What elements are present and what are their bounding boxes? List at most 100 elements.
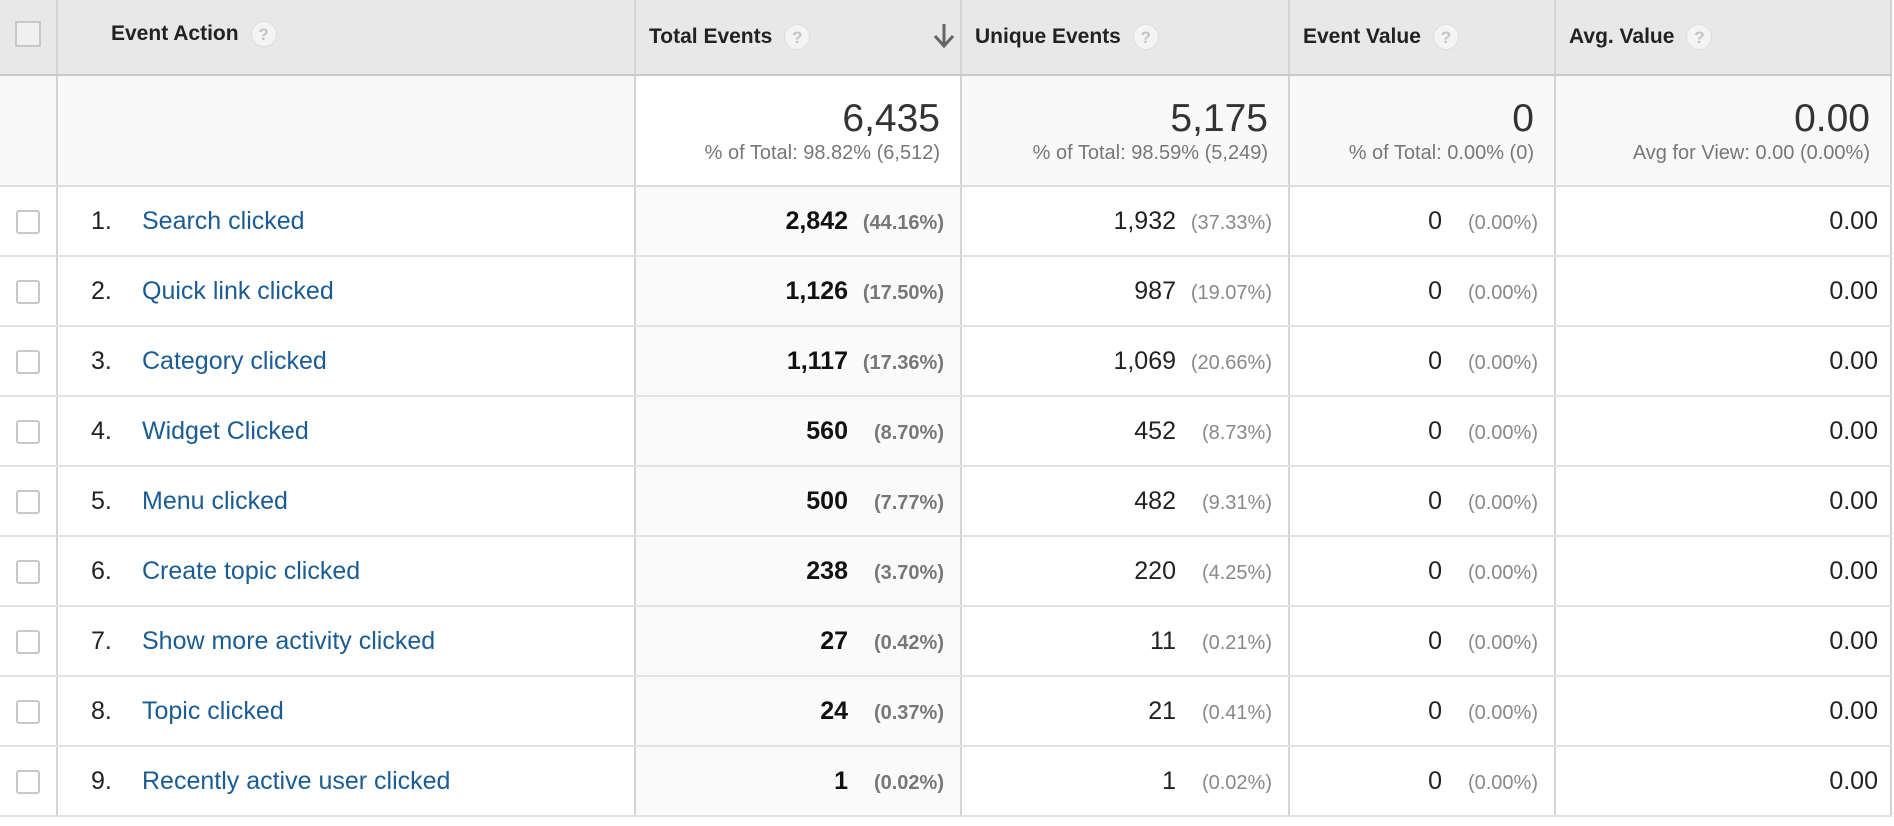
total-events-value: 238	[806, 556, 848, 585]
event-value-value: 0	[1428, 346, 1442, 375]
unique-events-value: 220	[1134, 556, 1176, 585]
row-index: 8.	[91, 696, 112, 725]
avg-value-cell: 0.00	[1555, 326, 1892, 397]
total-events-percent: (17.36%)	[862, 351, 944, 374]
row-checkbox[interactable]	[16, 279, 40, 304]
help-icon[interactable]: ?	[1132, 24, 1159, 50]
sort-descending-arrow-icon[interactable]	[932, 22, 956, 50]
event-action-cell: 8. Topic clicked	[57, 676, 636, 747]
totals-subtext: % of Total: 98.82% (6,512)	[704, 141, 940, 164]
total-events-value: 500	[806, 486, 848, 515]
total-events-value: 1,117	[786, 346, 848, 375]
total-events-cell: 1 (0.02%)	[635, 746, 962, 817]
unique-events-percent: (20.66%)	[1190, 351, 1272, 374]
row-checkbox-cell	[0, 606, 58, 677]
event-action-link[interactable]: Quick link clicked	[142, 276, 334, 305]
unique-events-value: 1,932	[1113, 206, 1176, 235]
row-index: 1.	[91, 206, 112, 235]
row-checkbox[interactable]	[16, 419, 40, 444]
total-events-value: 24	[820, 696, 848, 725]
unique-events-percent: (0.02%)	[1201, 771, 1272, 794]
total-events-value: 1	[834, 766, 848, 795]
totals-event-value: 0 % of Total: 0.00% (0)	[1289, 75, 1556, 187]
row-checkbox-cell	[0, 186, 58, 257]
event-value-percent: (0.00%)	[1467, 421, 1538, 444]
event-value-cell: 0 (0.00%)	[1289, 536, 1556, 607]
column-header-total-events[interactable]: Total Events ?	[635, 0, 962, 76]
event-value-value: 0	[1428, 416, 1442, 445]
column-header-avg-value[interactable]: Avg. Value ?	[1555, 0, 1892, 76]
column-header-event-value[interactable]: Event Value ?	[1289, 0, 1556, 76]
event-action-link[interactable]: Menu clicked	[142, 486, 288, 515]
event-value-cell: 0 (0.00%)	[1289, 186, 1556, 257]
table-row: 3. Category clicked 1,117 (17.36%) 1,069 (2…	[0, 326, 1892, 397]
avg-value-value: 0.00	[1829, 626, 1878, 655]
avg-value-value: 0.00	[1829, 276, 1878, 305]
row-checkbox[interactable]	[16, 559, 40, 584]
row-checkbox-cell	[0, 466, 58, 537]
column-label-avg-value: Avg. Value	[1569, 25, 1675, 48]
help-icon[interactable]: ?	[1432, 24, 1459, 50]
event-action-link[interactable]: Category clicked	[142, 346, 327, 375]
row-index: 4.	[91, 416, 112, 445]
total-events-percent: (7.77%)	[873, 491, 944, 514]
unique-events-percent: (0.41%)	[1201, 701, 1272, 724]
event-value-cell: 0 (0.00%)	[1289, 466, 1556, 537]
event-action-cell: 4. Widget Clicked	[57, 396, 636, 467]
row-index: 6.	[91, 556, 112, 585]
row-checkbox[interactable]	[16, 699, 40, 724]
total-events-percent: (3.70%)	[873, 561, 944, 584]
event-value-percent: (0.00%)	[1467, 491, 1538, 514]
avg-value-cell: 0.00	[1555, 676, 1892, 747]
event-action-cell: 3. Category clicked	[57, 326, 636, 397]
event-value-cell: 0 (0.00%)	[1289, 396, 1556, 467]
event-action-cell: 6. Create topic clicked	[57, 536, 636, 607]
row-checkbox[interactable]	[16, 349, 40, 374]
unique-events-value: 21	[1148, 696, 1176, 725]
row-checkbox[interactable]	[16, 489, 40, 514]
avg-value-cell: 0.00	[1555, 536, 1892, 607]
event-action-cell: 5. Menu clicked	[57, 466, 636, 537]
event-value-value: 0	[1428, 696, 1442, 725]
header-row: Event Action ? Total Events ? Unique Eve…	[0, 0, 1892, 76]
totals-avg-value: 0.00 Avg for View: 0.00 (0.00%)	[1555, 75, 1892, 187]
event-action-link[interactable]: Topic clicked	[142, 696, 284, 725]
unique-events-cell: 987 (19.07%)	[961, 256, 1290, 327]
event-action-link[interactable]: Widget Clicked	[142, 416, 309, 445]
event-action-cell: 1. Search clicked	[57, 186, 636, 257]
column-header-event-action[interactable]: Event Action ?	[57, 0, 636, 76]
unique-events-percent: (4.25%)	[1201, 561, 1272, 584]
help-icon[interactable]: ?	[1686, 24, 1713, 50]
avg-value-value: 0.00	[1829, 486, 1878, 515]
row-checkbox[interactable]	[16, 209, 40, 234]
event-value-percent: (0.00%)	[1467, 211, 1538, 234]
event-action-link[interactable]: Recently active user clicked	[142, 766, 451, 795]
select-all-checkbox[interactable]	[15, 21, 41, 47]
event-action-link[interactable]: Search clicked	[142, 206, 305, 235]
unique-events-percent: (0.21%)	[1201, 631, 1272, 654]
event-action-link[interactable]: Create topic clicked	[142, 556, 361, 585]
event-action-cell: 7. Show more activity clicked	[57, 606, 636, 677]
totals-empty-cell	[57, 75, 636, 187]
row-checkbox[interactable]	[16, 769, 40, 794]
unique-events-percent: (8.73%)	[1201, 421, 1272, 444]
total-events-cell: 2,842 (44.16%)	[635, 186, 962, 257]
event-action-link[interactable]: Show more activity clicked	[142, 626, 436, 655]
totals-subtext: Avg for View: 0.00 (0.00%)	[1632, 141, 1870, 164]
help-icon[interactable]: ?	[784, 24, 811, 50]
row-checkbox[interactable]	[16, 629, 40, 654]
unique-events-cell: 220 (4.25%)	[961, 536, 1290, 607]
unique-events-cell: 21 (0.41%)	[961, 676, 1290, 747]
help-icon[interactable]: ?	[250, 21, 277, 47]
table-row: 8. Topic clicked 24 (0.37%) 21 (0.41%) 0 (0.…	[0, 676, 1892, 747]
avg-value-value: 0.00	[1829, 416, 1878, 445]
column-header-unique-events[interactable]: Unique Events ?	[961, 0, 1290, 76]
event-value-percent: (0.00%)	[1467, 561, 1538, 584]
total-events-value: 2,842	[785, 206, 848, 235]
event-value-cell: 0 (0.00%)	[1289, 326, 1556, 397]
event-value-cell: 0 (0.00%)	[1289, 256, 1556, 327]
event-value-cell: 0 (0.00%)	[1289, 606, 1556, 677]
totals-row: 6,435 % of Total: 98.82% (6,512) 5,175 %…	[0, 75, 1892, 187]
header-checkbox-cell	[0, 0, 58, 76]
column-label-total-events: Total Events	[649, 25, 773, 48]
